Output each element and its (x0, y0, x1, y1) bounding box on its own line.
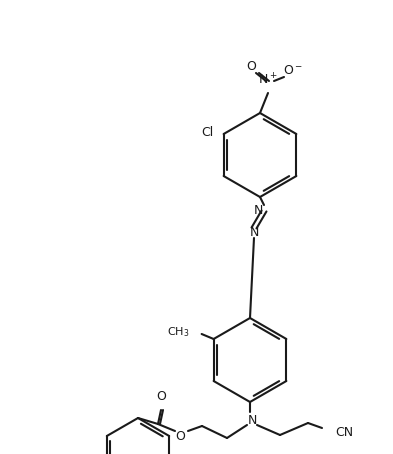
Text: O: O (246, 59, 256, 73)
Text: N: N (247, 414, 257, 426)
Text: N: N (249, 227, 259, 240)
Text: O: O (175, 429, 185, 443)
Text: Cl: Cl (202, 125, 214, 138)
Text: N$^+$: N$^+$ (258, 73, 278, 88)
Text: O: O (156, 390, 166, 404)
Text: CH$_3$: CH$_3$ (167, 325, 190, 339)
Text: N: N (253, 204, 263, 217)
Text: CN: CN (335, 426, 353, 439)
Text: O$^-$: O$^-$ (283, 64, 303, 78)
